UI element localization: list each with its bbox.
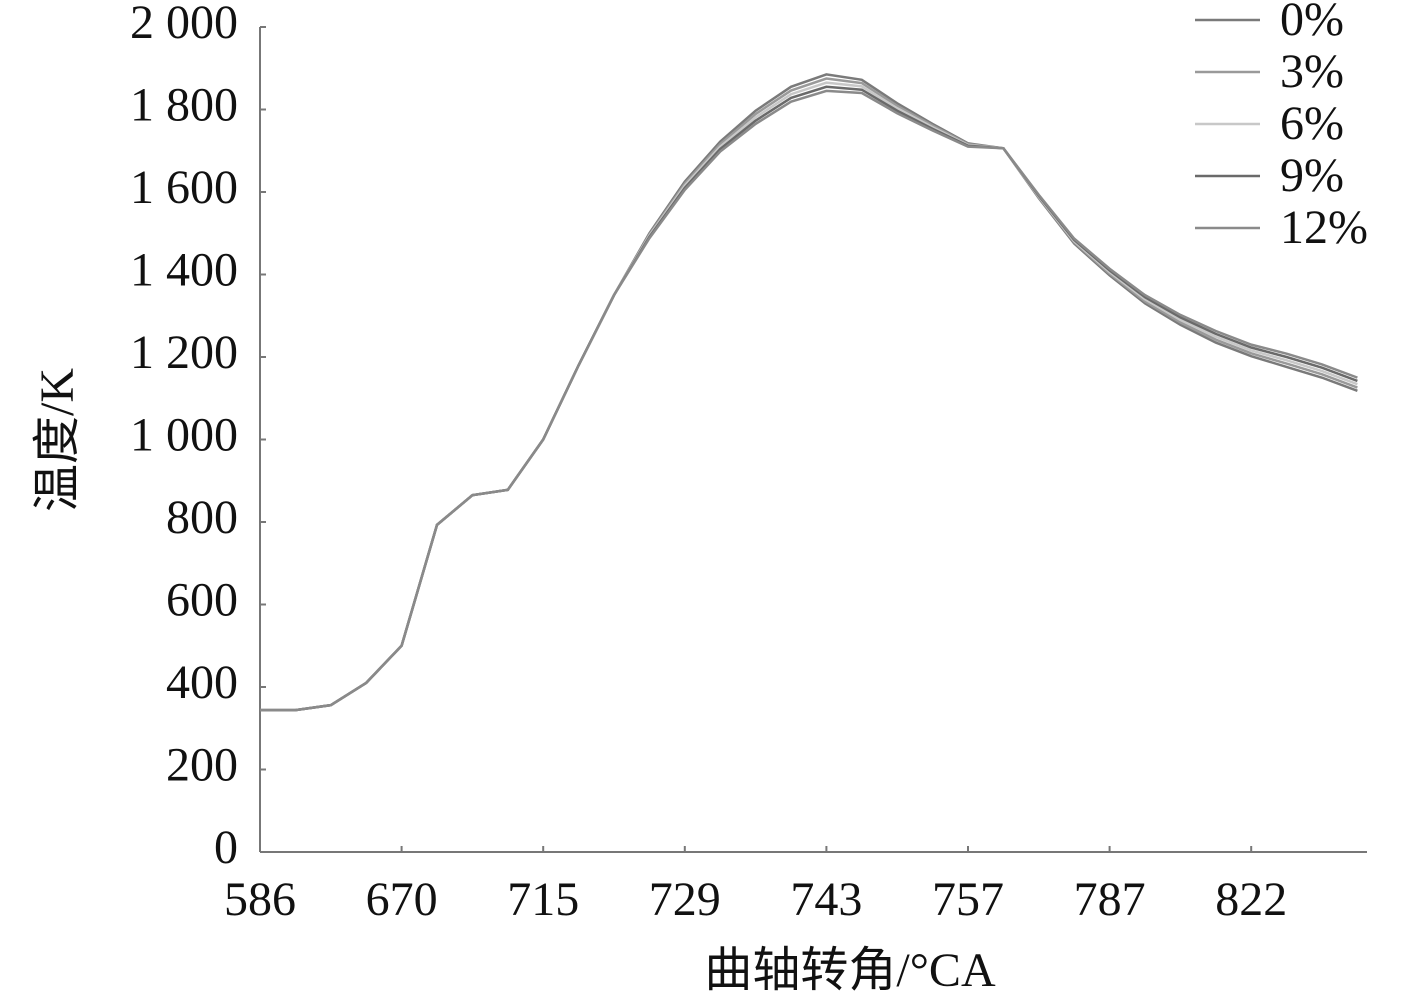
x-tick-label: 743 [790,873,862,926]
legend-label: 9% [1280,149,1344,202]
y-tick-label: 400 [166,656,238,709]
x-tick-label: 715 [507,873,579,926]
y-tick-label: 2 000 [130,0,238,49]
data-line [260,81,1358,712]
y-tick-label: 1 000 [130,409,238,462]
data-line [260,77,1358,712]
x-tick-label: 787 [1074,873,1146,926]
x-axis-label: 曲轴转角/°CA [704,944,996,997]
data-line [260,89,1358,712]
y-tick-label: 800 [166,491,238,544]
y-tick-label: 1 800 [130,79,238,132]
data-line [260,85,1358,712]
legend-label: 3% [1280,45,1344,98]
legend-label: 6% [1280,97,1344,150]
y-tick-label: 1 200 [130,326,238,379]
x-tick-label: 757 [932,873,1004,926]
legend-label: 0% [1280,0,1344,46]
data-line [260,73,1358,712]
y-tick-label: 0 [214,821,238,874]
y-tick-label: 600 [166,574,238,627]
legend-label: 12% [1280,201,1368,254]
y-tick-label: 200 [166,739,238,792]
x-tick-label: 670 [366,873,438,926]
y-tick-label: 1 400 [130,244,238,297]
x-tick-label: 586 [224,873,296,926]
x-tick-label: 729 [649,873,721,926]
y-axis-label: 温度/K [31,368,84,512]
y-tick-label: 1 600 [130,161,238,214]
x-tick-label: 822 [1215,873,1287,926]
